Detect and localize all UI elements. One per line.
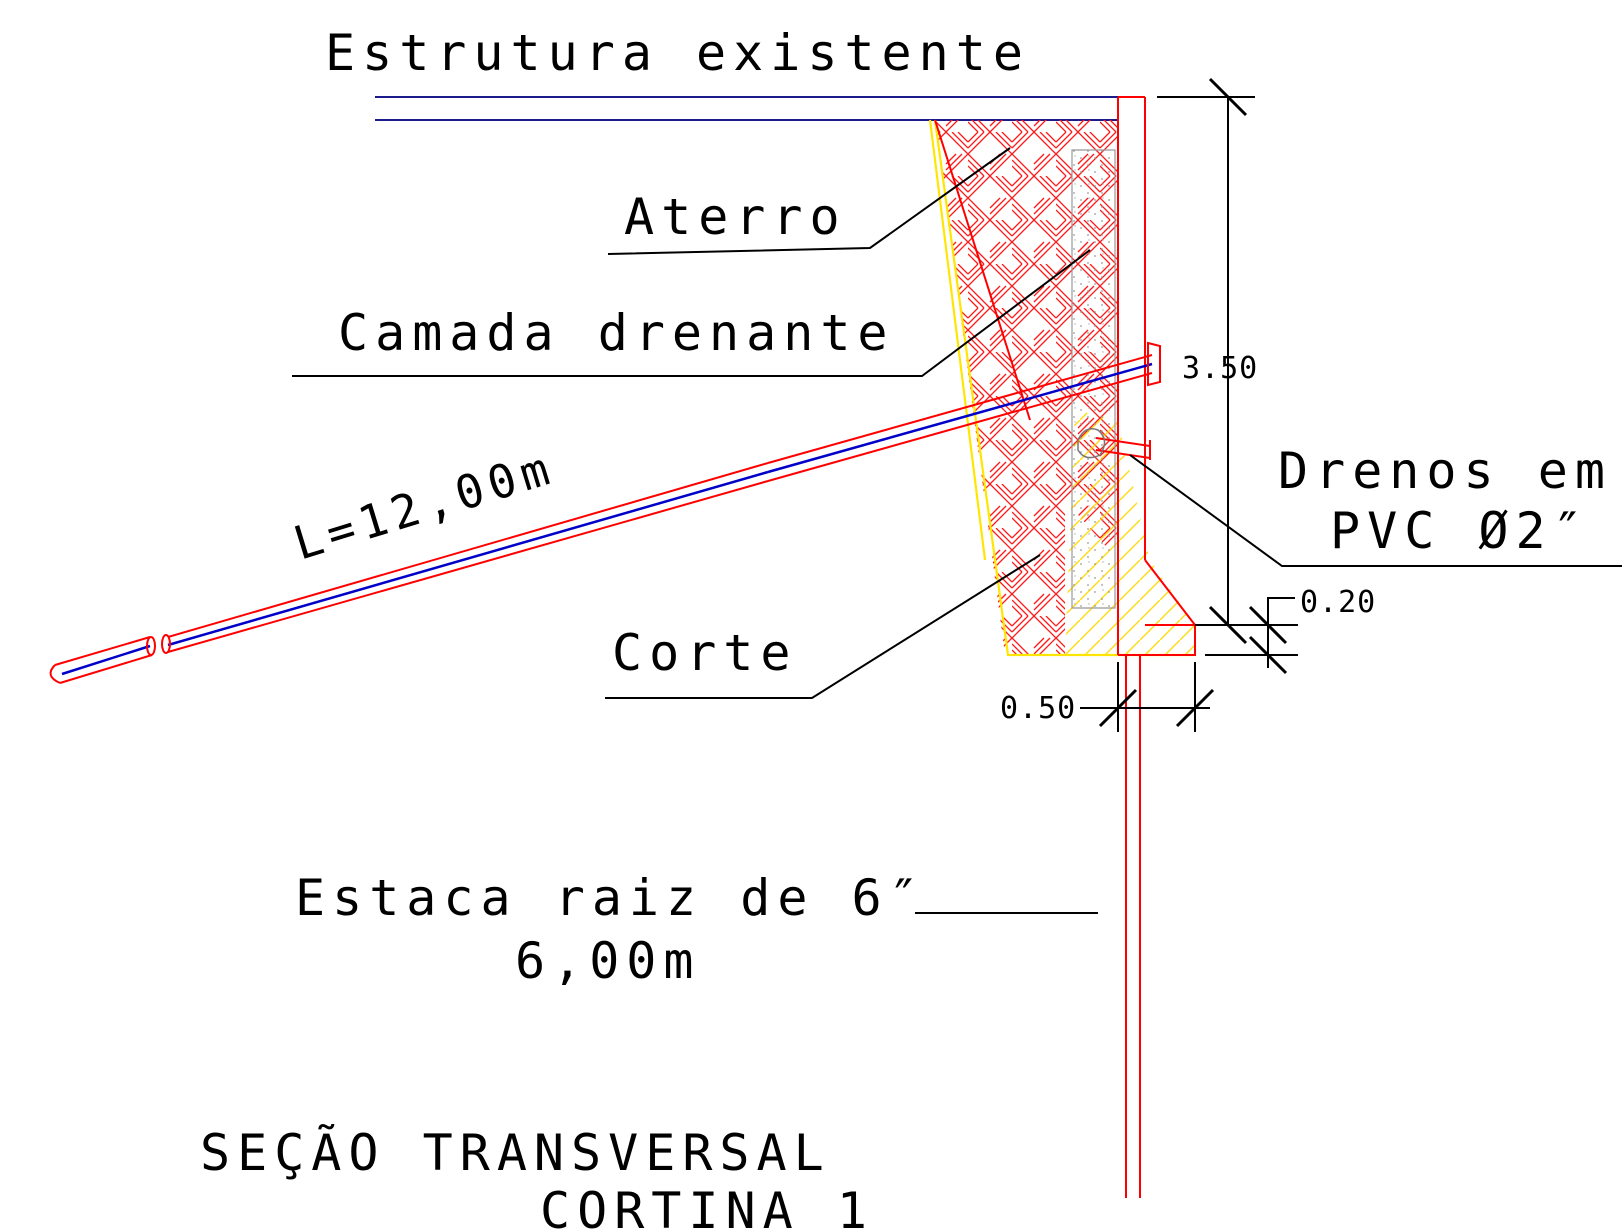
dim-label-footing-thickness: 0.20 <box>1300 585 1376 620</box>
dimension-footing-thickness <box>1195 597 1298 675</box>
dim-label-footing-width: 0.50 <box>1000 691 1076 726</box>
label-existing-structure: Estrutura existente <box>325 24 1030 82</box>
dimension-footing-width <box>1080 662 1215 732</box>
label-cut: Corte <box>612 624 798 682</box>
title-line2: CORTINA 1 <box>540 1182 874 1231</box>
label-pile-line1: Estaca raiz de 6″ <box>295 869 926 927</box>
label-drain-layer: Camada drenante <box>338 304 895 362</box>
leader-lines <box>292 147 1622 914</box>
title-line1: SEÇÃO TRANSVERSAL <box>200 1124 831 1182</box>
root-pile <box>1125 655 1141 1198</box>
drain-layer-strip <box>1071 149 1116 609</box>
dim-label-height: 3.50 <box>1182 351 1258 386</box>
label-drains-line2: PVC Ø2″ <box>1330 502 1590 560</box>
curtain-wall <box>934 96 1196 656</box>
label-pile-line2: 6,00m <box>515 932 701 990</box>
label-backfill: Aterro <box>624 188 847 246</box>
label-drains-line1: Drenos em <box>1278 442 1612 500</box>
anchor-bar <box>49 341 1161 684</box>
existing-structure-lines <box>375 96 1118 121</box>
cut-line-upper <box>928 119 987 561</box>
pvc-drain <box>1077 428 1151 460</box>
